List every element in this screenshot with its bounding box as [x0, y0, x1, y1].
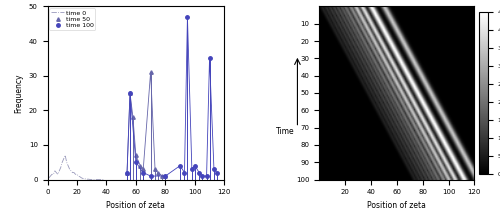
time 0	[86, 178, 91, 180]
time 50	[148, 71, 154, 74]
time 100	[206, 57, 212, 60]
time 0	[76, 175, 82, 177]
Y-axis label: Frequency: Frequency	[14, 73, 23, 113]
time 0	[71, 171, 77, 174]
time 0	[74, 173, 80, 176]
time 0	[48, 175, 54, 177]
time 100	[214, 171, 220, 174]
time 100	[127, 92, 133, 94]
time 0	[60, 157, 66, 160]
time 50	[124, 171, 130, 174]
time 0	[92, 178, 98, 181]
time 100	[204, 175, 210, 177]
time 0	[78, 177, 84, 179]
Legend: time 0, time 50, time 100: time 0, time 50, time 100	[50, 8, 96, 30]
time 0	[88, 178, 94, 181]
Line: time 50: time 50	[126, 71, 167, 178]
Text: Time: Time	[276, 127, 294, 136]
time 0	[87, 178, 93, 181]
time 100	[184, 15, 190, 18]
time 0	[72, 173, 78, 176]
time 0	[68, 170, 74, 172]
time 0	[52, 170, 58, 172]
time 100	[148, 175, 154, 177]
Line: time 0: time 0	[49, 155, 104, 180]
time 50	[162, 175, 168, 177]
time 0	[55, 173, 61, 176]
time 50	[127, 92, 133, 94]
time 0	[99, 178, 105, 181]
time 0	[90, 178, 96, 181]
time 100	[211, 168, 217, 170]
time 0	[96, 178, 102, 181]
time 100	[182, 171, 188, 174]
time 50	[140, 168, 146, 170]
time 100	[177, 164, 183, 167]
X-axis label: Position of zeta: Position of zeta	[368, 201, 426, 210]
time 0	[64, 161, 70, 163]
time 100	[189, 168, 195, 170]
time 0	[49, 173, 55, 176]
time 100	[199, 175, 205, 177]
time 0	[82, 178, 87, 180]
Line: time 100: time 100	[126, 15, 218, 178]
time 100	[124, 171, 130, 174]
time 0	[80, 177, 86, 180]
time 50	[138, 164, 143, 167]
time 0	[54, 171, 60, 174]
time 0	[100, 178, 106, 181]
time 0	[62, 154, 68, 157]
X-axis label: Position of zeta: Position of zeta	[106, 201, 166, 210]
time 0	[70, 171, 75, 174]
time 0	[65, 164, 71, 167]
time 50	[155, 171, 161, 174]
time 50	[152, 168, 158, 170]
time 100	[140, 171, 146, 174]
time 0	[50, 173, 56, 176]
time 50	[160, 175, 166, 177]
time 0	[77, 175, 83, 178]
time 0	[98, 178, 103, 181]
time 0	[56, 170, 62, 172]
time 50	[130, 116, 136, 118]
time 0	[93, 178, 99, 181]
time 0	[46, 177, 52, 179]
time 100	[133, 161, 139, 163]
time 0	[83, 178, 89, 180]
time 100	[196, 171, 202, 174]
time 0	[66, 168, 72, 170]
time 100	[162, 175, 168, 177]
time 50	[133, 154, 139, 157]
time 0	[59, 161, 65, 163]
time 100	[192, 164, 198, 167]
time 0	[94, 178, 100, 181]
time 0	[58, 166, 64, 169]
time 0	[84, 178, 90, 180]
